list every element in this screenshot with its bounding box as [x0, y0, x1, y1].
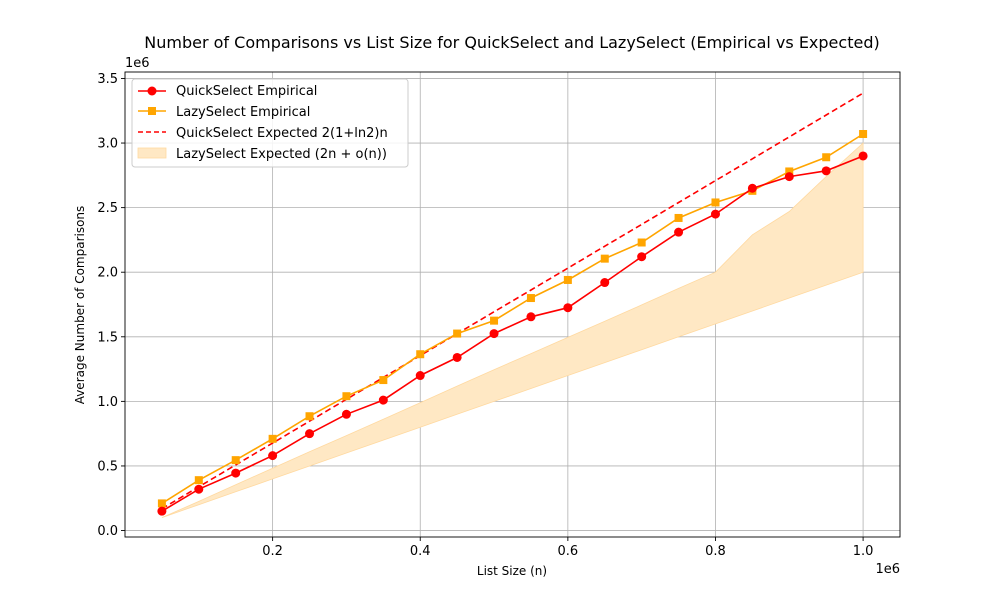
lazyselect-empirical-point [379, 376, 388, 385]
lazyselect-empirical-line [161, 133, 864, 505]
legend-marker-quickselect-empirical [147, 86, 157, 96]
quickselect-empirical-point [747, 183, 757, 193]
quickselect-empirical-point [674, 227, 684, 237]
y-tick-label: 0.0 [97, 524, 118, 539]
lazyselect-empirical-point [600, 254, 609, 263]
lazyselect-empirical-point [416, 350, 425, 359]
axis-ticks: 0.2 0.4 0.6 0.8 1.0 0.0 0.5 1.0 1.5 2.0 2.5 3.0 3.5 [97, 72, 873, 559]
legend-box [131, 78, 409, 168]
x-axis-label: List Size (n) [477, 564, 547, 578]
quickselect-empirical-point [305, 429, 315, 439]
lazyselect-empirical-point [859, 130, 868, 138]
x-tick-label: 0.6 [558, 544, 579, 559]
expected-band-layer [161, 142, 864, 518]
lazyselect-empirical-point [342, 392, 351, 401]
x-offset-label: 1e6 [875, 562, 900, 577]
quickselect-empirical-point [821, 166, 831, 176]
quickselect-empirical-point [489, 329, 499, 339]
quickselect-empirical-point [784, 172, 794, 182]
lazyselect-empirical-point [453, 329, 462, 338]
legend-marker-lazyselect-empirical [148, 107, 156, 115]
lazyselect-empirical-point [822, 153, 831, 162]
lazyselect-empirical-point [563, 275, 572, 284]
lazyselect-empirical-point [231, 456, 240, 465]
quickselect-empirical-point [637, 252, 647, 262]
lazyselect-empirical-point [637, 238, 646, 247]
lazyselect-empirical-point [268, 434, 277, 443]
y-tick-label: 3.5 [97, 72, 118, 87]
quickselect-empirical-point [452, 352, 462, 362]
legend-label-lazyselect-empirical: LazySelect Empirical [176, 105, 310, 120]
x-tick-label: 1.0 [853, 544, 874, 559]
quickselect-empirical-point [268, 451, 278, 461]
quickselect-empirical-point [710, 209, 720, 219]
legend-swatch-lazyselect-expected [137, 147, 167, 159]
quickselect-empirical-point [157, 506, 167, 516]
lazyselect-empirical-point [785, 167, 794, 176]
plot-frame [124, 71, 901, 538]
y-tick-label: 2.5 [97, 201, 118, 216]
y-offset-label: 1e6 [125, 56, 150, 71]
quickselect-empirical-point [526, 312, 536, 322]
quickselect-empirical-point [415, 371, 425, 381]
quickselect-empirical-point [194, 484, 204, 494]
lazyselect-empirical-point [526, 294, 535, 303]
quickselect-empirical-point [563, 303, 573, 313]
y-tick-label: 0.5 [97, 459, 118, 474]
y-tick-label: 3.0 [97, 137, 118, 152]
quickselect-empirical-point [231, 468, 241, 478]
quickselect-expected-line [161, 92, 864, 510]
quickselect-empirical-point [341, 409, 351, 419]
x-tick-label: 0.4 [410, 544, 431, 559]
lazyselect-expected-band [161, 142, 864, 518]
legend-label-quickselect-expected: QuickSelect Expected 2(1+ln2)n [176, 126, 388, 141]
x-tick-label: 0.2 [262, 544, 283, 559]
quickselect-empirical-point [600, 278, 610, 288]
lazyselect-empirical-point [490, 316, 499, 325]
y-tick-label: 1.5 [97, 330, 118, 345]
lazyselect-empirical-point [157, 499, 166, 508]
quickselect-empirical-point [378, 395, 388, 405]
x-tick-label: 0.8 [705, 544, 726, 559]
y-axis-label: Average Number of Comparisons [73, 206, 87, 405]
y-tick-label: 1.0 [97, 395, 118, 410]
lazyselect-empirical-point [711, 198, 720, 207]
y-tick-label: 2.0 [97, 266, 118, 281]
lazyselect-empirical-point [305, 412, 314, 421]
series-layer [157, 92, 868, 516]
legend-label-lazyselect-expected: LazySelect Expected (2n + o(n)) [176, 147, 387, 162]
quickselect-empirical-line [161, 155, 864, 512]
legend: QuickSelect Empirical LazySelect Empiric… [131, 78, 409, 168]
chart-title: Number of Comparisons vs List Size for Q… [144, 33, 879, 52]
quickselect-empirical-point [858, 151, 868, 161]
legend-label-quickselect-empirical: QuickSelect Empirical [176, 84, 317, 99]
lazyselect-empirical-point [194, 476, 203, 485]
lazyselect-empirical-point [674, 213, 683, 222]
